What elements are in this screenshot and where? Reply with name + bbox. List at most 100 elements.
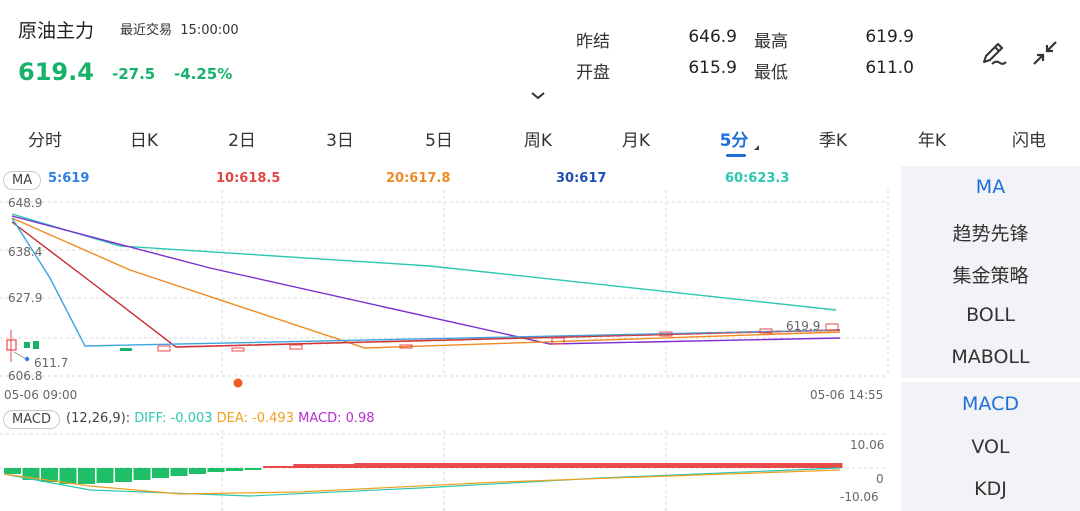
macd-values: (12,26,9): DIFF: -0.003 DEA: -0.493 MACD… xyxy=(66,411,375,426)
tab-month-k[interactable]: 月K xyxy=(621,131,651,151)
tab-fenshi[interactable]: 分时 xyxy=(28,131,62,151)
x-label-start: 05-06 09:00 xyxy=(4,388,77,402)
macd-bar xyxy=(658,463,676,468)
macd-bar xyxy=(41,468,58,482)
open-label: 开盘 xyxy=(576,63,610,83)
macd-bar xyxy=(612,463,630,468)
macd-bar xyxy=(688,463,706,468)
macd-bar xyxy=(491,463,508,468)
side-item-trend[interactable]: 趋势先锋 xyxy=(952,223,1029,245)
macd-bar xyxy=(339,464,356,468)
macd-bar xyxy=(263,466,280,468)
macd-bar xyxy=(399,463,417,468)
macd-bar xyxy=(810,463,828,468)
macd-bar xyxy=(293,464,311,468)
macd-bar xyxy=(597,463,615,468)
macd-bar xyxy=(189,468,206,474)
side-item-boll[interactable]: BOLL xyxy=(966,304,1015,326)
macd-diff: DIFF: -0.003 xyxy=(134,411,213,426)
macd-bar xyxy=(384,463,402,468)
active-tab-indicator xyxy=(726,154,746,157)
macd-bar xyxy=(115,468,132,482)
macd-bar xyxy=(749,463,767,468)
ma30-line xyxy=(11,215,841,345)
ma5-line xyxy=(11,217,841,347)
macd-bar xyxy=(133,468,151,480)
side-item-kdj[interactable]: KDJ xyxy=(974,478,1007,500)
tab-5day[interactable]: 5日 xyxy=(425,131,453,151)
ma20-value: 20:617.8 xyxy=(386,171,451,186)
instrument-name: 原油主力 xyxy=(18,20,95,42)
macd-bar xyxy=(152,468,169,478)
ma10-line xyxy=(11,221,841,348)
tab-2day[interactable]: 2日 xyxy=(228,131,256,151)
macd-bar xyxy=(764,463,782,468)
y-label-3: 627.9 xyxy=(8,291,42,305)
last-price: 619.4 xyxy=(18,58,94,86)
macd-dea: DEA: -0.493 xyxy=(216,411,294,426)
macd-bar xyxy=(445,463,463,468)
macd-bar xyxy=(207,468,225,472)
low-label: 最低 xyxy=(754,63,788,83)
y-label-low: 606.8 xyxy=(8,369,42,383)
tab-year-k[interactable]: 年K xyxy=(917,131,947,151)
macd-chart[interactable]: 10.06 0 -10.06 xyxy=(0,430,900,511)
last-marker-label: 619.9 xyxy=(786,319,820,333)
ma30-value: 30:617 xyxy=(556,171,607,186)
side-item-ma[interactable]: MA xyxy=(975,176,1006,198)
macd-bar xyxy=(719,463,736,468)
price-change: -27.5 xyxy=(112,65,156,83)
side-item-fund[interactable]: 集金策略 xyxy=(952,265,1029,287)
macd-bar xyxy=(506,463,524,468)
macd-bar xyxy=(415,463,432,468)
trade-status-label: 最近交易 xyxy=(120,23,173,38)
ma60-line xyxy=(11,213,837,311)
macd-bar xyxy=(627,463,645,468)
low-marker-label: 611.7 xyxy=(34,356,68,370)
macd-bar xyxy=(779,463,797,468)
trade-status: 最近交易 15:00:00 xyxy=(120,19,239,38)
ma10-value: 10:618.5 xyxy=(216,171,281,186)
macd-bar xyxy=(4,468,21,474)
tab-flash[interactable]: 闪电 xyxy=(1012,131,1046,151)
macd-bar xyxy=(323,464,341,468)
macd-bar xyxy=(369,463,387,468)
macd-bar xyxy=(521,463,539,468)
macd-bar xyxy=(78,468,95,484)
chevron-down-icon[interactable] xyxy=(528,90,548,102)
current-position-marker xyxy=(233,378,243,388)
tab-dropdown-corner xyxy=(754,145,759,150)
macd-bar xyxy=(703,463,721,468)
open-value: 615.9 xyxy=(688,58,737,78)
candlestick-chart[interactable]: 648.9 638.4 627.9 606.8 611.7 619.9 05-0… xyxy=(0,190,900,406)
macd-histogram xyxy=(4,463,843,484)
high-label: 最高 xyxy=(754,32,788,52)
collapse-arrows-icon[interactable] xyxy=(1028,36,1062,70)
macd-bar xyxy=(244,468,262,470)
side-item-vol[interactable]: VOL xyxy=(971,436,1010,458)
draw-pen-icon[interactable] xyxy=(976,36,1010,70)
tab-day-k[interactable]: 日K xyxy=(129,131,159,151)
tab-week-k[interactable]: 周K xyxy=(523,131,553,151)
ma-tag[interactable]: MA xyxy=(3,171,42,190)
macd-bar xyxy=(460,463,478,468)
macd-tag[interactable]: MACD xyxy=(3,410,60,429)
tab-5min[interactable]: 5分 xyxy=(719,131,749,151)
tab-3day[interactable]: 3日 xyxy=(326,131,354,151)
macd-bar xyxy=(567,463,584,468)
ma5-value: 5:619 xyxy=(48,171,90,186)
prev-settle-label: 昨结 xyxy=(576,32,610,52)
macd-bar xyxy=(825,463,843,468)
side-item-macd[interactable]: MACD xyxy=(962,393,1019,415)
high-value: 619.9 xyxy=(865,27,914,47)
macd-y-zero: 0 xyxy=(876,472,884,486)
x-label-end: 05-06 14:55 xyxy=(810,388,883,402)
macd-bar xyxy=(59,468,77,484)
candles xyxy=(6,323,841,362)
macd-bar xyxy=(96,468,114,483)
macd-bar xyxy=(430,463,448,468)
tab-season-k[interactable]: 季K xyxy=(818,131,848,151)
side-item-maboll[interactable]: MABOLL xyxy=(951,346,1030,368)
y-label-2: 638.4 xyxy=(8,245,42,259)
ma60-value: 60:623.3 xyxy=(725,171,790,186)
